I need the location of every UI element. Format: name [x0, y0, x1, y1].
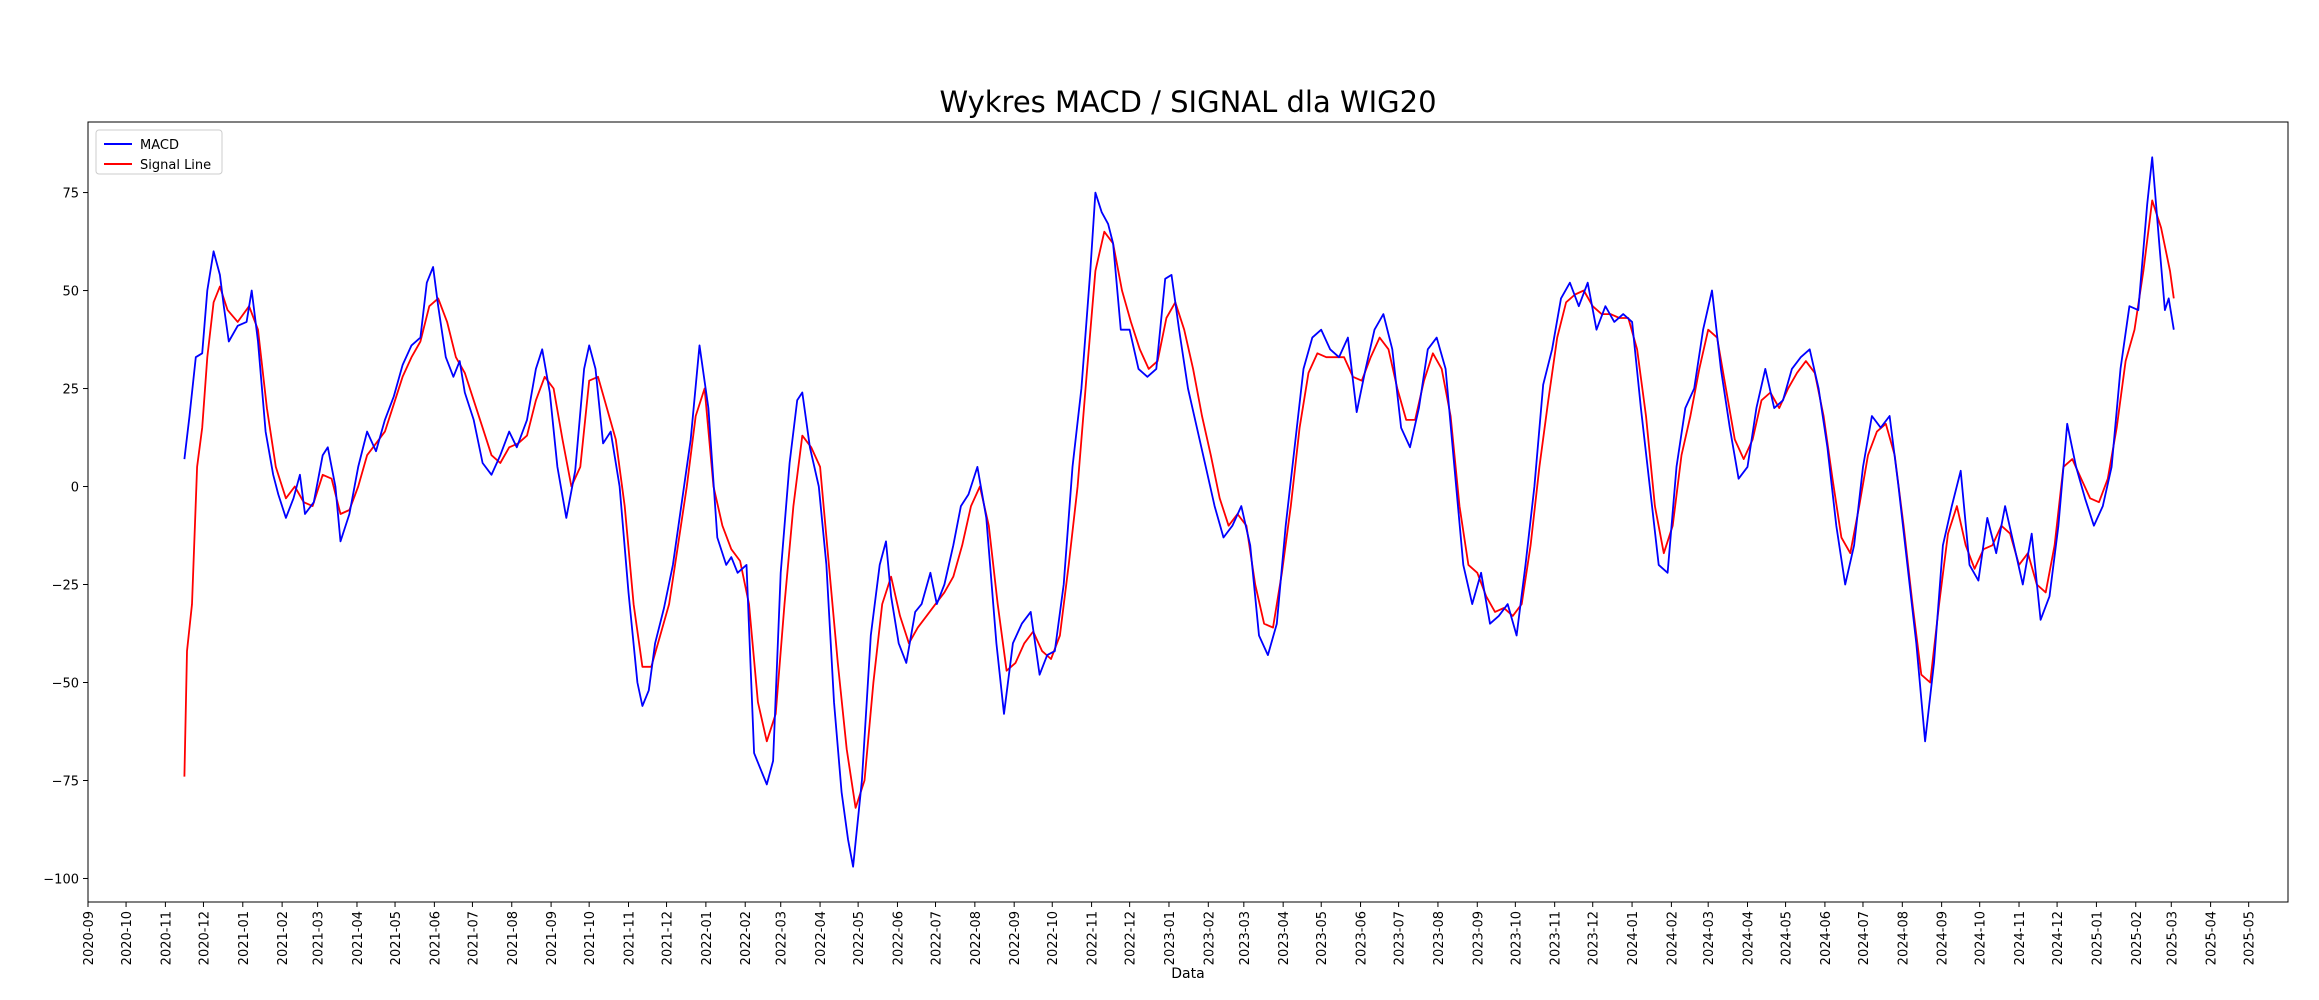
x-tick-label: 2021-12	[661, 911, 676, 965]
x-tick-label: 2022-07	[930, 911, 945, 965]
x-tick-label: 2020-12	[197, 911, 212, 965]
x-tick-label: 2020-10	[120, 911, 135, 965]
x-tick-label: 2024-08	[1896, 911, 1911, 965]
x-tick-label: 2023-03	[1238, 911, 1253, 965]
x-tick-label: 2024-10	[1974, 911, 1989, 965]
x-tick-label: 2025-01	[2090, 911, 2105, 965]
series-line-signal-line	[183, 199, 2175, 809]
x-tick-label: 2024-11	[2013, 911, 2028, 965]
x-tick-label: 2022-08	[969, 911, 984, 965]
x-tick-label: 2021-10	[583, 911, 598, 965]
x-tick-label: 2023-11	[1549, 911, 1564, 965]
x-tick-label: 2025-02	[2130, 911, 2145, 965]
x-tick-label: 2024-01	[1626, 911, 1641, 965]
x-tick-label: 2021-04	[351, 911, 366, 965]
x-tick-label: 2023-10	[1509, 911, 1524, 965]
x-tick-label: 2023-12	[1587, 911, 1602, 965]
x-tick-label: 2025-05	[2243, 911, 2258, 965]
y-tick-label: −100	[43, 872, 79, 887]
x-tick-label: 2022-03	[775, 911, 790, 965]
y-tick-label: 75	[62, 187, 79, 202]
plot-area	[87, 121, 2289, 903]
x-tick-label: 2021-07	[466, 911, 481, 965]
x-tick-label: 2022-05	[852, 911, 867, 965]
y-axis: −100 −75 −50 −25 0 25 50 75	[43, 187, 88, 887]
y-tick-label: 25	[62, 383, 79, 398]
x-tick-label: 2022-02	[739, 911, 754, 965]
x-axis: 2020-09 2020-10 2020-11 2020-12 2021-01 2021-…	[82, 902, 2258, 965]
y-tick-label: −50	[52, 677, 79, 692]
x-tick-label: 2023-05	[1315, 911, 1330, 965]
x-tick-label: 2021-02	[276, 911, 291, 965]
x-tick-label: 2021-05	[389, 911, 404, 965]
x-tick-label: 2025-04	[2205, 911, 2220, 965]
x-tick-label: 2024-04	[1742, 911, 1757, 965]
y-tick-label: 50	[62, 285, 79, 300]
x-tick-label: 2023-07	[1393, 911, 1408, 965]
x-tick-label: 2021-09	[545, 911, 560, 965]
y-tick-label: −25	[52, 579, 79, 594]
legend: MACD Signal Line	[95, 129, 223, 175]
x-tick-label: 2022-01	[700, 911, 715, 965]
x-tick-label: 2021-01	[237, 911, 252, 965]
series-layer	[183, 156, 2175, 868]
x-tick-label: 2021-06	[428, 911, 443, 965]
x-tick-label: 2020-09	[82, 911, 97, 965]
x-tick-label: 2024-09	[1936, 911, 1951, 965]
x-tick-label: 2025-03	[2165, 911, 2180, 965]
x-tick-label: 2023-09	[1471, 911, 1486, 965]
x-tick-label: 2023-01	[1163, 911, 1178, 965]
y-tick-label: 0	[71, 481, 79, 496]
x-tick-label: 2022-09	[1008, 911, 1023, 965]
x-tick-label: 2024-03	[1702, 911, 1717, 965]
x-tick-label: 2024-02	[1665, 911, 1680, 965]
x-tick-label: 2021-08	[506, 911, 521, 965]
x-tick-label: 2022-04	[814, 911, 829, 965]
x-tick-label: 2024-07	[1857, 911, 1872, 965]
x-axis-label: Data	[1171, 966, 1204, 982]
x-tick-label: 2022-10	[1046, 911, 1061, 965]
legend-label-macd: MACD	[140, 138, 179, 153]
x-tick-label: 2023-08	[1432, 911, 1447, 965]
y-tick-label: −75	[52, 774, 79, 789]
chart-title: Wykres MACD / SIGNAL dla WIG20	[939, 85, 1436, 119]
x-tick-label: 2022-11	[1086, 911, 1101, 965]
series-line-macd	[183, 156, 2175, 868]
x-tick-label: 2022-06	[891, 911, 906, 965]
x-tick-label: 2023-04	[1277, 911, 1292, 965]
x-tick-label: 2024-06	[1819, 911, 1834, 965]
x-tick-label: 2020-11	[159, 911, 174, 965]
x-tick-label: 2023-06	[1355, 911, 1370, 965]
x-tick-label: 2023-02	[1202, 911, 1217, 965]
legend-label-signal-line: Signal Line	[140, 158, 211, 173]
x-tick-label: 2021-03	[312, 911, 327, 965]
x-tick-label: 2024-12	[2051, 911, 2066, 965]
x-tick-label: 2022-12	[1124, 911, 1139, 965]
x-tick-label: 2024-05	[1780, 911, 1795, 965]
x-tick-label: 2021-11	[622, 911, 637, 965]
